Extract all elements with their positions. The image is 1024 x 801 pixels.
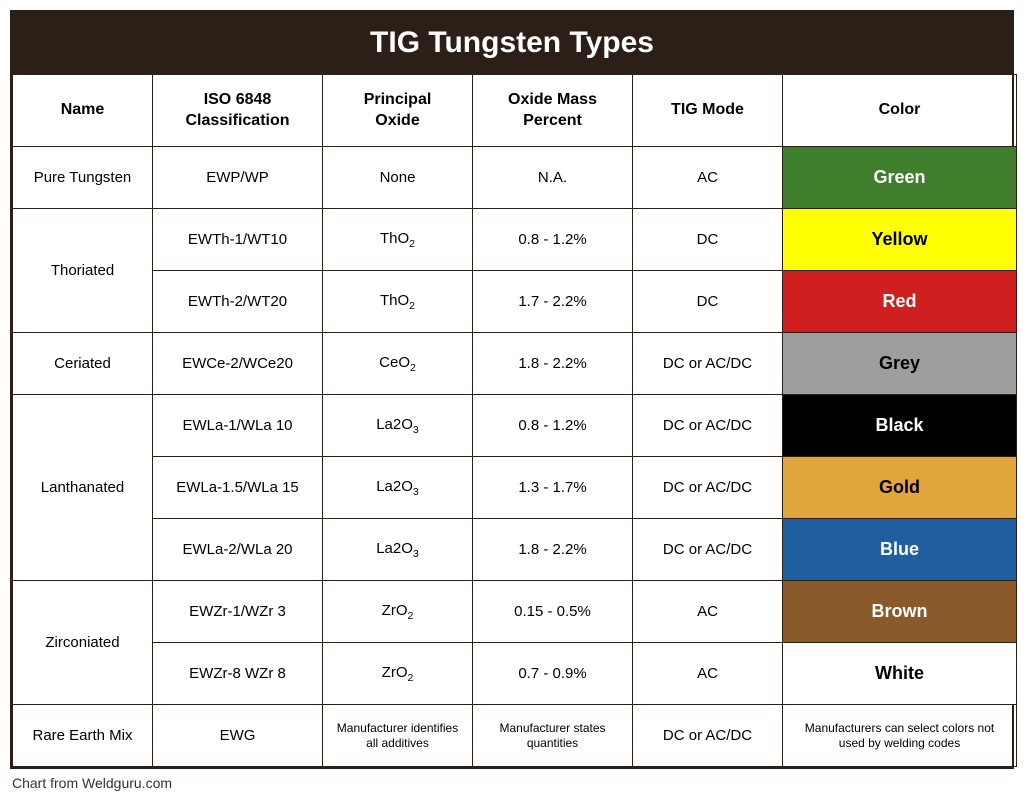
- table-row: EWLa-2/WLa 20La2O31.8 - 2.2%DC or AC/DCB…: [13, 519, 1017, 581]
- cell-color: Red: [783, 271, 1017, 333]
- cell-name: Zirconiated: [13, 581, 153, 705]
- cell-oxide: La2O3: [323, 519, 473, 581]
- cell-oxide: La2O3: [323, 395, 473, 457]
- cell-oxide: ThO2: [323, 209, 473, 271]
- chart-title: TIG Tungsten Types: [12, 26, 1012, 60]
- cell-color: Green: [783, 147, 1017, 209]
- col-header-oxide: PrincipalOxide: [323, 75, 473, 147]
- cell-mode: AC: [633, 147, 783, 209]
- cell-oxide: ZrO2: [323, 643, 473, 705]
- cell-iso: EWZr-1/WZr 3: [153, 581, 323, 643]
- cell-iso: EWLa-1/WLa 10: [153, 395, 323, 457]
- cell-oxide: ZrO2: [323, 581, 473, 643]
- cell-mode: DC: [633, 209, 783, 271]
- cell-name: Rare Earth Mix: [13, 705, 153, 767]
- cell-iso: EWTh-2/WT20: [153, 271, 323, 333]
- cell-iso: EWTh-1/WT10: [153, 209, 323, 271]
- cell-mass: 0.15 - 0.5%: [473, 581, 633, 643]
- table-row: CeriatedEWCe-2/WCe20CeO21.8 - 2.2%DC or …: [13, 333, 1017, 395]
- cell-name: Ceriated: [13, 333, 153, 395]
- cell-mode: AC: [633, 581, 783, 643]
- cell-mass: 1.7 - 2.2%: [473, 271, 633, 333]
- cell-iso: EWCe-2/WCe20: [153, 333, 323, 395]
- col-header-iso: ISO 6848Classification: [153, 75, 323, 147]
- cell-mode: DC or AC/DC: [633, 395, 783, 457]
- table-row: EWZr-8 WZr 8ZrO20.7 - 0.9%ACWhite: [13, 643, 1017, 705]
- table-body: Pure TungstenEWP/WPNoneN.A.ACGreenThoria…: [13, 147, 1017, 767]
- cell-oxide: None: [323, 147, 473, 209]
- cell-color: Brown: [783, 581, 1017, 643]
- cell-color: Blue: [783, 519, 1017, 581]
- cell-color: Gold: [783, 457, 1017, 519]
- col-header-mode: TIG Mode: [633, 75, 783, 147]
- cell-name: Lanthanated: [13, 395, 153, 581]
- cell-mass: N.A.: [473, 147, 633, 209]
- cell-color: White: [783, 643, 1017, 705]
- table-row: LanthanatedEWLa-1/WLa 10La2O30.8 - 1.2%D…: [13, 395, 1017, 457]
- col-header-mass: Oxide MassPercent: [473, 75, 633, 147]
- cell-mass: 0.8 - 1.2%: [473, 395, 633, 457]
- chart-title-bar: TIG Tungsten Types: [12, 12, 1012, 74]
- table-header-row: Name ISO 6848Classification PrincipalOxi…: [13, 75, 1017, 147]
- cell-iso: EWZr-8 WZr 8: [153, 643, 323, 705]
- cell-mass: Manufacturer states quantities: [473, 705, 633, 767]
- cell-name: Pure Tungsten: [13, 147, 153, 209]
- cell-color: Manufacturers can select colors not used…: [783, 705, 1017, 767]
- table-row: ZirconiatedEWZr-1/WZr 3ZrO20.15 - 0.5%AC…: [13, 581, 1017, 643]
- cell-mass: 0.8 - 1.2%: [473, 209, 633, 271]
- cell-mass: 1.8 - 2.2%: [473, 519, 633, 581]
- col-header-color: Color: [783, 75, 1017, 147]
- cell-color: Black: [783, 395, 1017, 457]
- cell-iso: EWLa-2/WLa 20: [153, 519, 323, 581]
- cell-oxide: ThO2: [323, 271, 473, 333]
- table-row: EWTh-2/WT20ThO21.7 - 2.2%DCRed: [13, 271, 1017, 333]
- cell-color: Yellow: [783, 209, 1017, 271]
- cell-oxide: CeO2: [323, 333, 473, 395]
- cell-color: Grey: [783, 333, 1017, 395]
- cell-name: Thoriated: [13, 209, 153, 333]
- tungsten-types-chart: TIG Tungsten Types Name ISO 6848Classifi…: [10, 10, 1014, 769]
- cell-oxide: Manufacturer identifies all additives: [323, 705, 473, 767]
- cell-mode: DC or AC/DC: [633, 519, 783, 581]
- cell-mode: DC or AC/DC: [633, 333, 783, 395]
- cell-mode: DC or AC/DC: [633, 457, 783, 519]
- table-row: Pure TungstenEWP/WPNoneN.A.ACGreen: [13, 147, 1017, 209]
- chart-caption: Chart from Weldguru.com: [10, 769, 1014, 791]
- table-row: EWLa-1.5/WLa 15La2O31.3 - 1.7%DC or AC/D…: [13, 457, 1017, 519]
- cell-iso: EWLa-1.5/WLa 15: [153, 457, 323, 519]
- col-header-name: Name: [13, 75, 153, 147]
- cell-mode: AC: [633, 643, 783, 705]
- cell-mass: 0.7 - 0.9%: [473, 643, 633, 705]
- cell-mass: 1.3 - 1.7%: [473, 457, 633, 519]
- cell-iso: EWP/WP: [153, 147, 323, 209]
- table-row: Rare Earth MixEWGManufacturer identifies…: [13, 705, 1017, 767]
- cell-mode: DC: [633, 271, 783, 333]
- cell-iso: EWG: [153, 705, 323, 767]
- table-row: ThoriatedEWTh-1/WT10ThO20.8 - 1.2%DCYell…: [13, 209, 1017, 271]
- cell-oxide: La2O3: [323, 457, 473, 519]
- cell-mode: DC or AC/DC: [633, 705, 783, 767]
- tungsten-table: Name ISO 6848Classification PrincipalOxi…: [12, 74, 1017, 767]
- cell-mass: 1.8 - 2.2%: [473, 333, 633, 395]
